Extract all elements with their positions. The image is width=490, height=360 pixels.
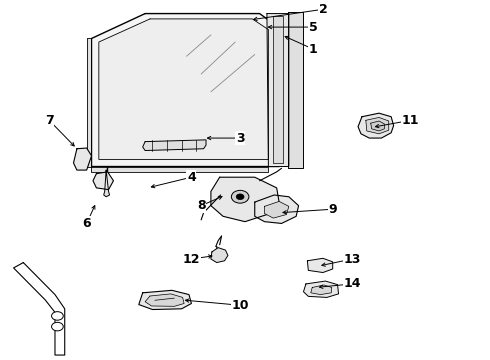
Circle shape	[236, 194, 244, 199]
Text: 3: 3	[236, 131, 245, 145]
Text: 11: 11	[402, 114, 419, 127]
Text: 1: 1	[309, 42, 318, 56]
Polygon shape	[104, 170, 110, 197]
Circle shape	[51, 312, 63, 320]
Polygon shape	[91, 167, 269, 172]
Text: 4: 4	[187, 171, 196, 184]
Circle shape	[51, 322, 63, 331]
Text: 2: 2	[318, 3, 327, 16]
Polygon shape	[366, 117, 389, 134]
Polygon shape	[145, 294, 184, 306]
Polygon shape	[371, 121, 384, 131]
Text: 12: 12	[183, 252, 200, 266]
Polygon shape	[358, 113, 393, 138]
Text: 10: 10	[231, 299, 249, 312]
Polygon shape	[87, 39, 91, 167]
Text: 14: 14	[343, 278, 361, 291]
Text: 9: 9	[328, 203, 337, 216]
Polygon shape	[93, 172, 114, 190]
Text: 8: 8	[197, 199, 205, 212]
Polygon shape	[267, 14, 289, 167]
Polygon shape	[74, 148, 92, 170]
Polygon shape	[307, 258, 333, 273]
Polygon shape	[92, 14, 279, 167]
Text: 5: 5	[309, 21, 318, 33]
Polygon shape	[99, 19, 269, 159]
Polygon shape	[143, 140, 206, 150]
Polygon shape	[303, 281, 339, 297]
Text: 13: 13	[343, 252, 361, 266]
Text: 7: 7	[45, 114, 53, 127]
Polygon shape	[139, 290, 192, 310]
Polygon shape	[273, 17, 283, 163]
Polygon shape	[288, 12, 303, 168]
Polygon shape	[265, 201, 289, 218]
Polygon shape	[311, 285, 332, 294]
Polygon shape	[211, 248, 228, 262]
Circle shape	[231, 190, 249, 203]
Polygon shape	[255, 195, 298, 224]
Polygon shape	[211, 177, 279, 222]
Text: 6: 6	[82, 217, 91, 230]
